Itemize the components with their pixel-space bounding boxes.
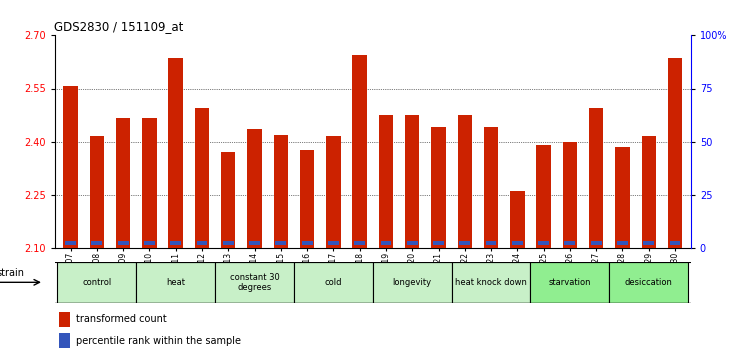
Bar xyxy=(58,333,70,348)
Bar xyxy=(118,241,129,245)
Bar xyxy=(407,241,417,245)
Bar xyxy=(326,136,341,248)
Text: desiccation: desiccation xyxy=(625,278,673,287)
Bar xyxy=(379,115,393,248)
Bar xyxy=(355,241,365,245)
Bar xyxy=(168,58,183,248)
Bar xyxy=(276,241,287,245)
Bar xyxy=(617,241,628,245)
Text: constant 30
degrees: constant 30 degrees xyxy=(230,273,279,292)
Bar xyxy=(381,241,391,245)
Bar xyxy=(373,262,452,303)
Bar xyxy=(484,127,499,248)
Bar xyxy=(405,115,420,248)
Bar xyxy=(591,241,602,245)
Bar xyxy=(538,241,549,245)
Bar xyxy=(221,152,235,248)
Text: percentile rank within the sample: percentile rank within the sample xyxy=(76,336,240,346)
Bar xyxy=(485,241,496,245)
Bar xyxy=(512,241,523,245)
Bar xyxy=(510,191,525,248)
Bar xyxy=(616,147,629,248)
Bar xyxy=(352,55,367,248)
Text: heat: heat xyxy=(166,278,185,287)
Bar xyxy=(668,58,682,248)
Text: strain: strain xyxy=(0,268,24,279)
Bar xyxy=(223,241,234,245)
Bar xyxy=(144,241,155,245)
Text: starvation: starvation xyxy=(549,278,591,287)
Text: transformed count: transformed count xyxy=(76,314,167,325)
Bar xyxy=(643,241,654,245)
Bar xyxy=(247,129,262,248)
Bar xyxy=(302,241,313,245)
Bar xyxy=(249,241,260,245)
Bar xyxy=(610,262,688,303)
Bar xyxy=(197,241,208,245)
Bar xyxy=(670,241,681,245)
Bar xyxy=(90,136,104,248)
Bar xyxy=(431,127,446,248)
Text: control: control xyxy=(83,278,112,287)
Bar xyxy=(273,135,288,248)
Bar xyxy=(531,262,610,303)
Bar xyxy=(170,241,181,245)
Bar xyxy=(589,108,603,248)
Bar xyxy=(58,262,136,303)
Bar xyxy=(143,118,156,248)
Bar xyxy=(194,108,209,248)
Bar xyxy=(294,262,373,303)
Bar xyxy=(300,150,314,248)
Text: longevity: longevity xyxy=(393,278,432,287)
Bar xyxy=(564,241,575,245)
Text: heat knock down: heat knock down xyxy=(455,278,527,287)
Bar xyxy=(459,241,470,245)
Bar xyxy=(64,86,77,248)
Bar xyxy=(642,136,656,248)
Bar xyxy=(58,312,70,327)
Bar xyxy=(433,241,444,245)
Bar xyxy=(136,262,215,303)
Bar xyxy=(328,241,338,245)
Bar xyxy=(116,118,130,248)
Bar xyxy=(91,241,102,245)
Bar xyxy=(537,145,551,248)
Bar xyxy=(65,241,76,245)
Text: cold: cold xyxy=(325,278,342,287)
Bar xyxy=(452,262,531,303)
Bar xyxy=(458,115,472,248)
Bar xyxy=(563,142,577,248)
Text: GDS2830 / 151109_at: GDS2830 / 151109_at xyxy=(54,20,183,33)
Bar xyxy=(215,262,294,303)
